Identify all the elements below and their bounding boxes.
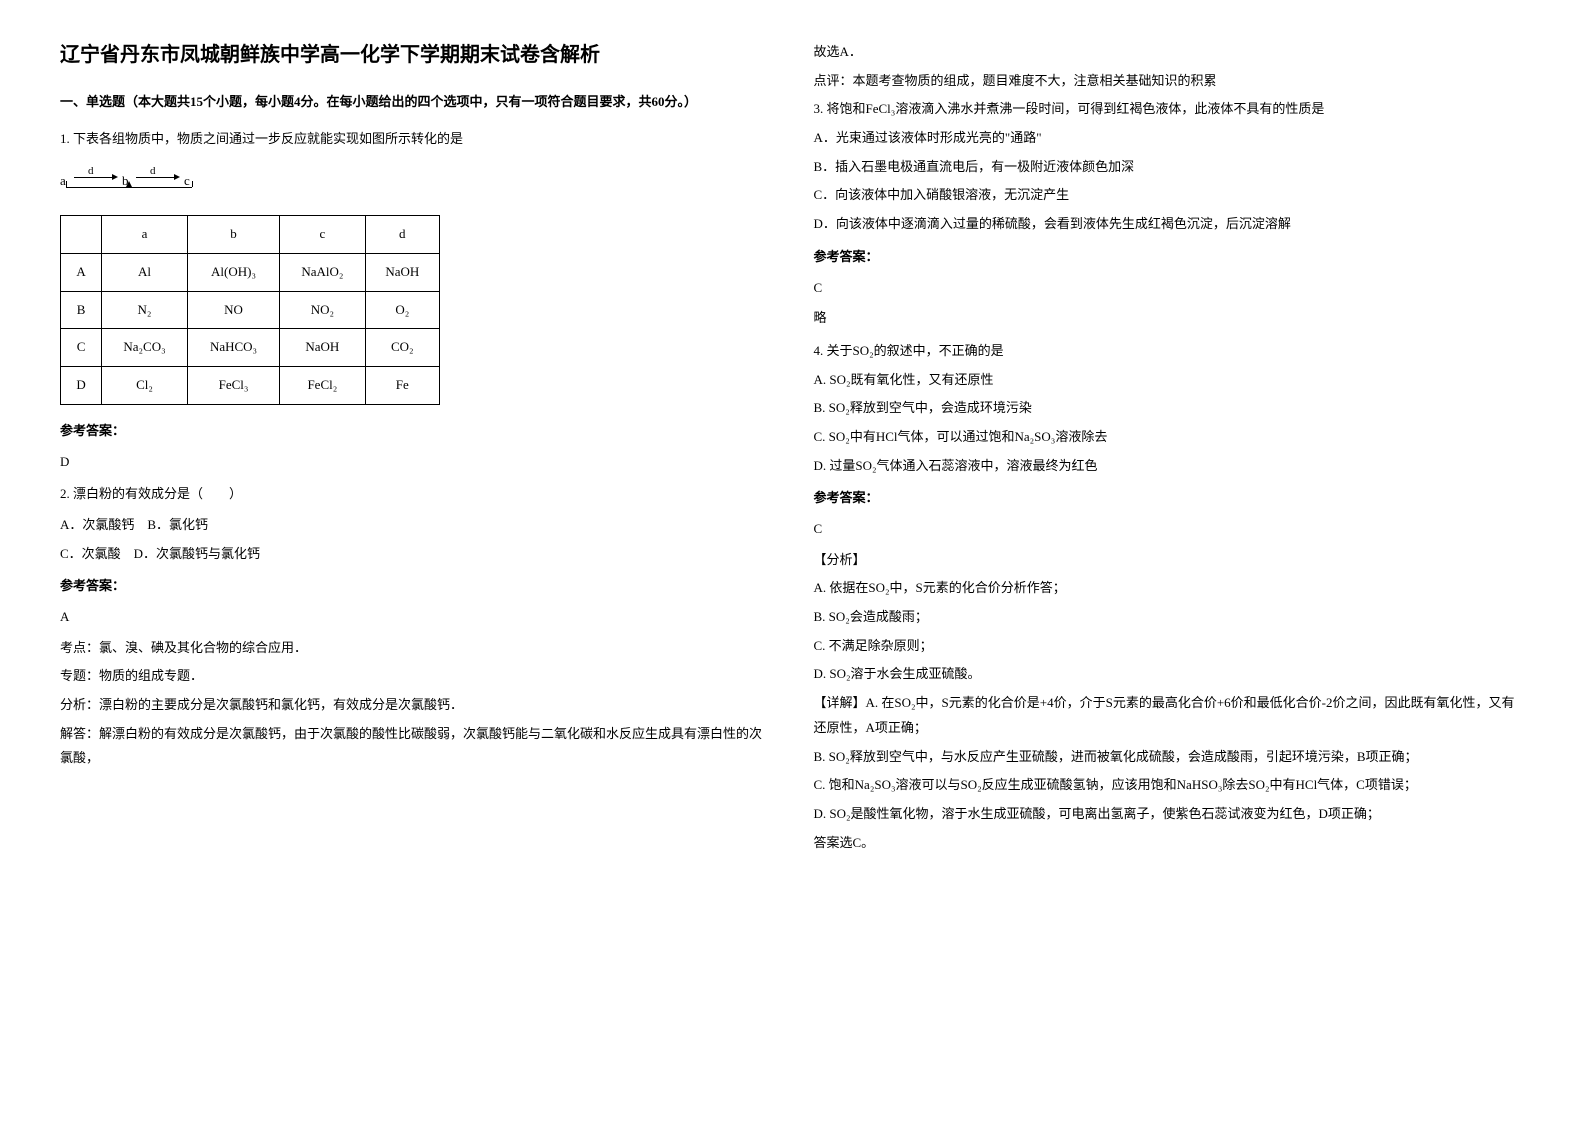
q2-exp3: 分析：漂白粉的主要成分是次氯酸钙和氯化钙，有效成分是次氯酸钙．	[60, 693, 774, 718]
q4-analysis-label: 【分析】	[814, 548, 1528, 573]
up-arrow-icon	[126, 181, 132, 187]
q1-stem: 1. 下表各组物质中，物质之间通过一步反应就能实现如图所示转化的是	[60, 127, 774, 152]
doc-title: 辽宁省丹东市凤城朝鲜族中学高一化学下学期期末试卷含解析	[60, 40, 774, 70]
q4-option-d: D. 过量SO₂气体通入石蕊溶液中，溶液最终为红色	[814, 454, 1528, 479]
table-cell: NaHCO₃	[187, 329, 279, 367]
q4-final: 答案选C。	[814, 831, 1528, 856]
q4-option-b: B. SO₂释放到空气中，会造成环境污染	[814, 396, 1528, 421]
q4-detail-d: D. SO₂是酸性氧化物，溶于水生成亚硫酸，可电离出氢离子，使紫色石蕊试液变为红…	[814, 802, 1528, 827]
table-cell: Fe	[365, 367, 439, 405]
table-cell: NaOH	[280, 329, 365, 367]
answer-label: 参考答案：	[814, 486, 1528, 511]
question-3: 3. 将饱和FeCl₃溶液滴入沸水并煮沸一段时间，可得到红褐色液体，此液体不具有…	[814, 97, 1528, 331]
q4-option-a: A. SO₂既有氧化性，又有还原性	[814, 368, 1528, 393]
option-line: C．次氯酸 D．次氯酸钙与氯化钙	[60, 542, 774, 567]
table-cell: B	[61, 291, 102, 329]
q4-ana-a: A. 依据在SO₂中，S元素的化合价分析作答；	[814, 576, 1528, 601]
q2-exp2: 专题：物质的组成专题．	[60, 664, 774, 689]
q2-stem: 2. 漂白粉的有效成分是（ ）	[60, 482, 774, 507]
arrow-line	[74, 177, 114, 178]
q3-note: 略	[814, 306, 1528, 331]
q2-answer: A	[60, 605, 774, 630]
q2-option-a: A．次氯酸钙	[60, 517, 134, 532]
table-cell: FeCl₃	[187, 367, 279, 405]
table-row: C Na₂CO₃ NaHCO₃ NaOH CO₂	[61, 329, 440, 367]
table-row: B N₂ NO NO₂ O₂	[61, 291, 440, 329]
table-header: b	[187, 216, 279, 254]
table-header-row: a b c d	[61, 216, 440, 254]
table-cell: NaAlO₂	[280, 254, 365, 292]
table-cell: O₂	[365, 291, 439, 329]
bracket-left	[66, 181, 67, 187]
q1-answer: D	[60, 450, 774, 475]
bracket-right	[192, 181, 193, 187]
diagram-d1: d	[88, 161, 94, 182]
q3-answer: C	[814, 276, 1528, 301]
question-4: 4. 关于SO₂的叙述中，不正确的是 A. SO₂既有氧化性，又有还原性 B. …	[814, 339, 1528, 855]
q3-option-a: A．光束通过该液体时形成光亮的"通路"	[814, 126, 1528, 151]
q4-detail-c: C. 饱和Na₂SO₃溶液可以与SO₂反应生成亚硫酸氢钠，应该用饱和NaHSO₃…	[814, 773, 1528, 798]
q1-diagram: a d b d c	[60, 161, 220, 201]
arrow-head-icon	[112, 174, 118, 180]
table-cell: Al(OH)₃	[187, 254, 279, 292]
q2-exp1: 考点：氯、溴、碘及其化合物的综合应用．	[60, 636, 774, 661]
q4-ana-d: D. SO₂溶于水会生成亚硫酸。	[814, 662, 1528, 687]
table-cell: D	[61, 367, 102, 405]
q4-answer: C	[814, 517, 1528, 542]
table-cell: CO₂	[365, 329, 439, 367]
option-line: A．次氯酸钙 B．氯化钙	[60, 513, 774, 538]
diagram-d2: d	[150, 161, 156, 182]
question-1: 1. 下表各组物质中，物质之间通过一步反应就能实现如图所示转化的是 a d b …	[60, 127, 774, 475]
table-header	[61, 216, 102, 254]
table-cell: NaOH	[365, 254, 439, 292]
q4-detail-a: 【详解】A. 在SO₂中，S元素的化合价是+4价，介于S元素的最高化合价+6价和…	[814, 691, 1528, 740]
q4-option-c: C. SO₂中有HCl气体，可以通过饱和Na₂SO₃溶液除去	[814, 425, 1528, 450]
answer-label: 参考答案：	[814, 245, 1528, 270]
table-cell: Cl₂	[102, 367, 188, 405]
section-header: 一、单选题（本大题共15个小题，每小题4分。在每小题给出的四个选项中，只有一项符…	[60, 90, 774, 115]
q4-stem: 4. 关于SO₂的叙述中，不正确的是	[814, 339, 1528, 364]
left-column: 辽宁省丹东市凤城朝鲜族中学高一化学下学期期末试卷含解析 一、单选题（本大题共15…	[60, 40, 774, 863]
q4-detail-b: B. SO₂释放到空气中，与水反应产生亚硫酸，进而被氧化成硫酸，会造成酸雨，引起…	[814, 745, 1528, 770]
arrow-line	[136, 177, 176, 178]
table-cell: N₂	[102, 291, 188, 329]
cont-line2: 点评：本题考查物质的组成，题目难度不大，注意相关基础知识的积累	[814, 69, 1528, 94]
table-cell: NO₂	[280, 291, 365, 329]
q3-option-d: D．向该液体中逐滴滴入过量的稀硫酸，会看到液体先生成红褐色沉淀，后沉淀溶解	[814, 212, 1528, 237]
cont-line1: 故选A．	[814, 40, 1528, 65]
table-cell: C	[61, 329, 102, 367]
diagram-a: a	[60, 169, 66, 194]
q3-stem: 3. 将饱和FeCl₃溶液滴入沸水并煮沸一段时间，可得到红褐色液体，此液体不具有…	[814, 97, 1528, 122]
q2-options: A．次氯酸钙 B．氯化钙 C．次氯酸 D．次氯酸钙与氯化钙	[60, 513, 774, 566]
table-header: d	[365, 216, 439, 254]
answer-label: 参考答案：	[60, 574, 774, 599]
q3-option-c: C．向该液体中加入硝酸银溶液，无沉淀产生	[814, 183, 1528, 208]
table-header: a	[102, 216, 188, 254]
table-cell: NO	[187, 291, 279, 329]
q1-table: a b c d A Al Al(OH)₃ NaAlO₂ NaOH B N₂ NO…	[60, 215, 440, 404]
arrow-head-icon	[174, 174, 180, 180]
table-row: D Cl₂ FeCl₃ FeCl₂ Fe	[61, 367, 440, 405]
q2-option-b: B．氯化钙	[147, 517, 208, 532]
q2-option-d: D．次氯酸钙与氯化钙	[134, 546, 260, 561]
q3-option-b: B．插入石墨电极通直流电后，有一极附近液体颜色加深	[814, 155, 1528, 180]
table-cell: Na₂CO₃	[102, 329, 188, 367]
diagram-c: c	[184, 169, 190, 194]
q2-option-c: C．次氯酸	[60, 546, 121, 561]
question-2: 2. 漂白粉的有效成分是（ ） A．次氯酸钙 B．氯化钙 C．次氯酸 D．次氯酸…	[60, 482, 774, 771]
q2-exp4: 解答：解漂白粉的有效成分是次氯酸钙，由于次氯酸的酸性比碳酸弱，次氯酸钙能与二氧化…	[60, 722, 774, 771]
right-column: 故选A． 点评：本题考查物质的组成，题目难度不大，注意相关基础知识的积累 3. …	[814, 40, 1528, 863]
table-header: c	[280, 216, 365, 254]
table-cell: A	[61, 254, 102, 292]
q4-ana-c: C. 不满足除杂原则；	[814, 634, 1528, 659]
table-row: A Al Al(OH)₃ NaAlO₂ NaOH	[61, 254, 440, 292]
table-cell: Al	[102, 254, 188, 292]
q4-ana-b: B. SO₂会造成酸雨；	[814, 605, 1528, 630]
bracket-line	[66, 187, 192, 188]
table-cell: FeCl₂	[280, 367, 365, 405]
answer-label: 参考答案：	[60, 419, 774, 444]
